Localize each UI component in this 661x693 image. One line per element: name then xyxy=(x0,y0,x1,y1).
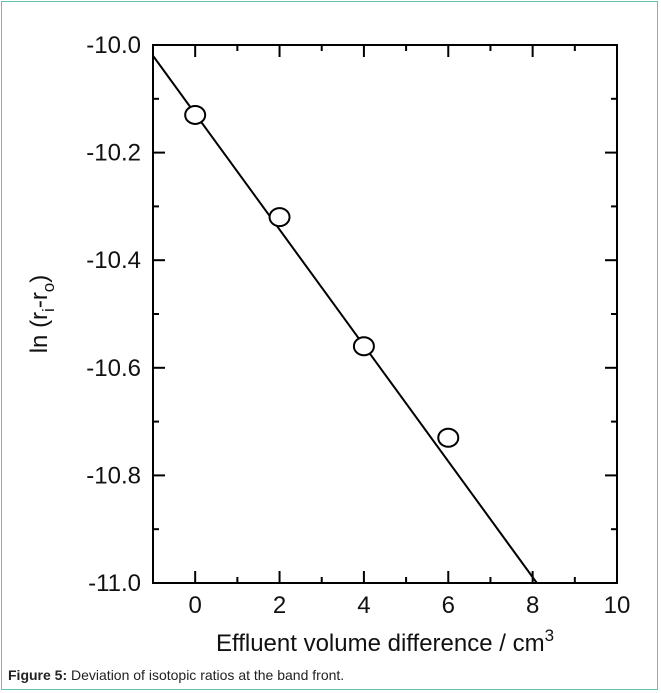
x-axis-label: Effluent volume difference / cm3 xyxy=(216,626,554,657)
caption-text: Deviation of isotopic ratios at the band… xyxy=(67,667,345,683)
chart: 0 2 4 6 8 10 -10.0 -10.2 -10.4 -10.6 -10.8 -11.0 Ef… xyxy=(26,32,630,657)
y-tick-label: -10.2 xyxy=(86,140,141,167)
x-tick-label: 0 xyxy=(189,592,202,619)
y-tick-label: -10.6 xyxy=(86,355,141,382)
plot-area-border xyxy=(152,44,618,584)
fit-line xyxy=(152,55,538,584)
y-axis-label: ln (ri-ro) xyxy=(26,275,58,354)
tick-labels: 0 2 4 6 8 10 -10.0 -10.2 -10.4 -10.6 -10.8 -11.0 xyxy=(86,32,630,619)
data-points xyxy=(184,104,460,448)
x-tick-label: 10 xyxy=(604,592,631,619)
y-tick-label: -10.8 xyxy=(86,462,141,489)
caption-label: Figure 5: xyxy=(8,667,68,683)
ticks xyxy=(152,44,618,584)
figure-caption: Figure 5: Deviation of isotopic ratios a… xyxy=(8,667,344,683)
x-tick-label: 4 xyxy=(357,592,370,619)
x-tick-label: 8 xyxy=(526,592,539,619)
x-tick-label: 2 xyxy=(273,592,286,619)
data-point xyxy=(352,336,375,357)
data-point xyxy=(437,427,460,448)
x-tick-label: 6 xyxy=(442,592,455,619)
y-tick-label: -10.0 xyxy=(86,32,141,59)
data-point xyxy=(268,207,291,228)
y-tick-label: -10.4 xyxy=(86,247,141,274)
y-tick-label: -11.0 xyxy=(88,570,141,597)
data-point xyxy=(184,104,207,125)
